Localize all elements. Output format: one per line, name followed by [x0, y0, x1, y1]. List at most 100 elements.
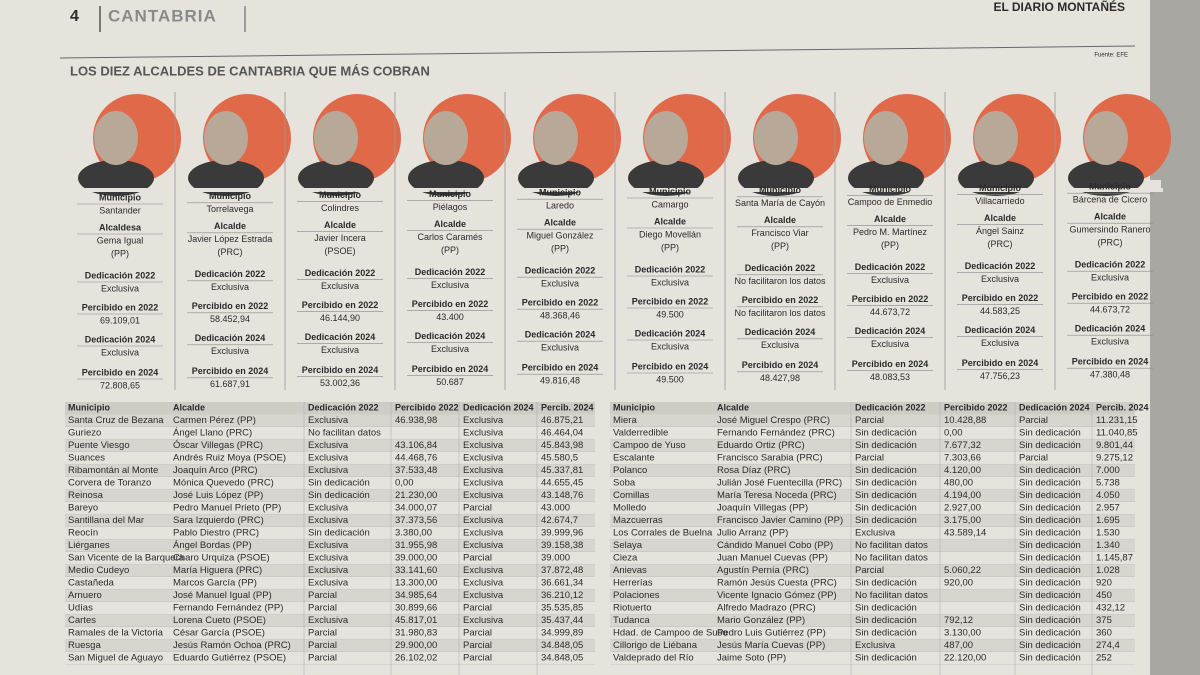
table-cell: Sin dedicación [1019, 515, 1081, 526]
table-cell: Tudanca [613, 615, 650, 626]
field-label: Alcalde [764, 215, 796, 225]
table-cell: Sin dedicación [1019, 640, 1081, 651]
table-cell: Parcial [463, 628, 492, 639]
table-cell: Juan Manuel Cuevas (PP) [717, 553, 828, 564]
table-cell: Sin dedicación [308, 490, 370, 501]
table-cell: Exclusiva [308, 553, 349, 564]
table-cell: Sin dedicación [1019, 578, 1081, 589]
table-cell: Parcial [308, 640, 337, 651]
portrait-body [848, 160, 924, 196]
dedication-2024: Exclusiva [981, 338, 1019, 348]
dedication-2024: Exclusiva [211, 346, 249, 356]
source: Fuente: EFE [1094, 53, 1128, 59]
table-cell: 0,00 [395, 478, 414, 489]
dedication-2022: Exclusiva [981, 274, 1019, 284]
table-cell: Carmen Pérez (PP) [173, 415, 256, 426]
table-cell: Fernando Fernández (PP) [173, 603, 283, 614]
salary-2024: 50.687 [436, 377, 464, 387]
portrait-head [974, 111, 1018, 165]
table-cell: Polanco [613, 465, 647, 476]
table-header-bg [65, 402, 595, 415]
table-cell: Ruesga [68, 640, 101, 651]
row-stripe [65, 639, 595, 652]
table-cell: Santa Cruz de Bezana [68, 415, 164, 426]
table-cell: 36.210,12 [541, 590, 583, 601]
table-cell: 29.900,00 [395, 640, 437, 651]
table-cell: Polaciones [613, 590, 660, 601]
table-cell: 360 [1096, 628, 1112, 639]
dedication-2022: Exclusiva [1091, 273, 1129, 283]
row-stripe [610, 414, 1135, 427]
table-cell: Francisco Javier Camino (PP) [717, 515, 843, 526]
field-label: Alcalde [654, 216, 686, 226]
dedication-2022: No facilitaron los datos [734, 276, 826, 286]
table-cell: Castañeda [68, 578, 115, 589]
field-label: Percibido en 2024 [412, 364, 489, 374]
table-cell: Jesús María Cuevas (PP) [717, 640, 825, 651]
table-cell: 34.985,64 [395, 590, 437, 601]
photo-base [67, 188, 173, 192]
table-cell: Exclusiva [463, 440, 504, 451]
row-stripe [610, 564, 1135, 577]
table-cell: Andrés Ruiz Moya (PSOE) [173, 453, 286, 464]
mayor-name: Gumersindo Ranero [1069, 225, 1150, 235]
table-cell: 1.028 [1096, 565, 1120, 576]
table-cell: Sin dedicación [855, 615, 917, 626]
field-label: Municipio [869, 184, 911, 194]
municipio: Santander [99, 205, 141, 215]
photo-base [617, 188, 723, 192]
portrait-body [958, 160, 1034, 196]
field-label: Percibido en 2024 [632, 361, 709, 371]
table-cell: 7.000 [1096, 465, 1120, 476]
column-header: Municipio [68, 402, 110, 412]
table-cell: Sin dedicación [1019, 490, 1081, 501]
field-label: Dedicación 2022 [415, 267, 486, 277]
table-cell: 920,00 [944, 578, 973, 589]
salary-2024: 53.002,36 [320, 378, 360, 388]
photo-base [947, 188, 1053, 192]
table-cell: 10.428,88 [944, 415, 986, 426]
tables: Municipio Alcalde Dedicación 2022 Percibido… [65, 402, 1149, 675]
table-cell: Sin dedicación [855, 503, 917, 514]
field-label: Dedicación 2022 [1075, 260, 1146, 270]
field-label: Percibido en 2022 [1072, 292, 1149, 302]
salary-table: Municipio Alcalde Dedicación 2022 Percibido… [65, 402, 595, 675]
field-label: Municipio [209, 191, 251, 201]
salary-2022: 44.583,25 [980, 306, 1020, 316]
field-label: Alcalde [1094, 212, 1126, 222]
municipio: Bárcena de Cicero [1073, 195, 1148, 205]
table-cell: Campoo de Yuso [613, 440, 686, 451]
municipio: Piélagos [433, 202, 468, 212]
salary-2024: 47.756,23 [980, 371, 1020, 381]
table-cell: Exclusiva [308, 503, 349, 514]
table-cell: 4.194,00 [944, 490, 981, 501]
column-header: Dedicación 2022 [308, 402, 379, 412]
table-cell: 39.158,38 [541, 540, 583, 551]
municipio: Villacarriedo [975, 196, 1024, 206]
table-cell: Exclusiva [463, 590, 504, 601]
table-cell: Exclusiva [308, 415, 349, 426]
table-cell: 45.843,98 [541, 440, 583, 451]
table-cell: Pedro Manuel Prieto (PP) [173, 503, 281, 514]
municipio: Torrelavega [206, 204, 253, 214]
photo-base [507, 188, 613, 192]
table-cell: Reocín [68, 528, 98, 539]
portrait-body [628, 160, 704, 196]
table-cell: Sin dedicación [1019, 603, 1081, 614]
table-cell: Parcial [308, 603, 337, 614]
table-cell: 34.000,07 [395, 503, 437, 514]
table-cell: 375 [1096, 615, 1112, 626]
mayor-card: Municipio Campoo de Enmedio Alcalde Pedro M… [834, 92, 951, 390]
table-cell: 487,00 [944, 640, 973, 651]
table-cell: Bareyo [68, 503, 98, 514]
portrait-body [188, 160, 264, 196]
table-cell: Santillana del Mar [68, 515, 144, 526]
table-cell: Molledo [613, 503, 646, 514]
table-cell: 7.303,66 [944, 453, 981, 464]
dedication-2022: Exclusiva [541, 279, 579, 289]
table-cell: María Teresa Noceda (PRC) [717, 490, 837, 501]
table-cell: Sin dedicación [855, 440, 917, 451]
field-label: Dedicación 2022 [305, 268, 376, 278]
table-cell: 37.872,48 [541, 565, 583, 576]
table-cell: Agustín Pernía (PRC) [717, 565, 809, 576]
